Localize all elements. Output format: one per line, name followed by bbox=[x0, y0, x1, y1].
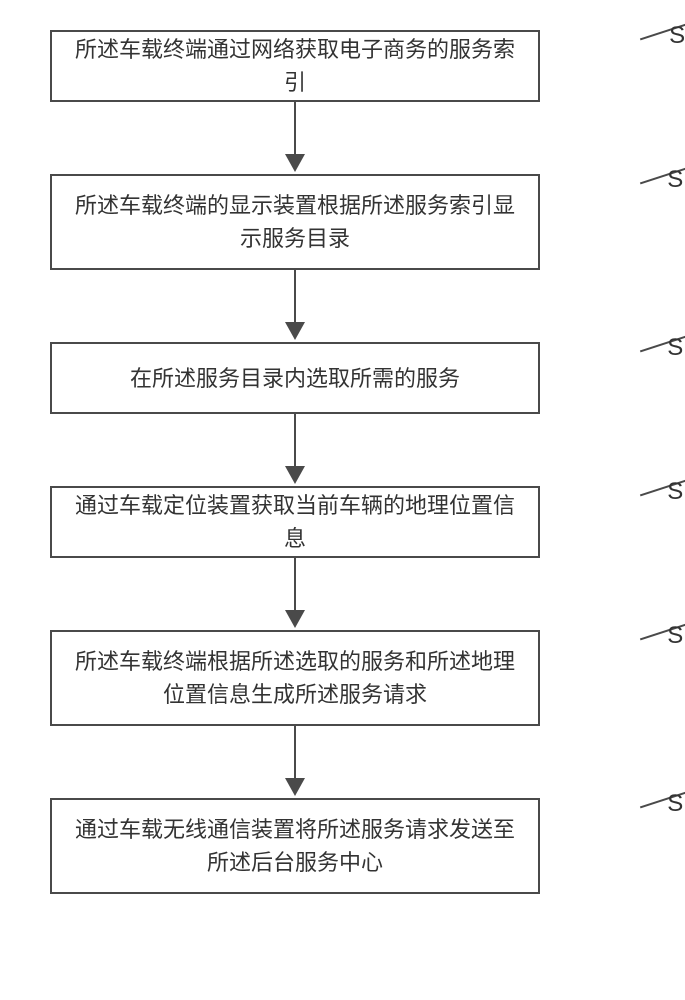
arrow-line bbox=[294, 558, 296, 610]
step-box: 所述车载终端通过网络获取电子商务的服务索引 bbox=[50, 30, 540, 102]
arrow-head-icon bbox=[285, 466, 305, 484]
arrow-line bbox=[294, 270, 296, 322]
arrow bbox=[50, 270, 540, 342]
arrow bbox=[50, 414, 540, 486]
step-box: 通过车载无线通信装置将所述服务请求发送至所述后台服务中心 bbox=[50, 798, 540, 894]
step-label: S13 bbox=[667, 334, 685, 362]
step-box: 在所述服务目录内选取所需的服务 bbox=[50, 342, 540, 414]
arrow-head-icon bbox=[285, 778, 305, 796]
step-s13: S13 在所述服务目录内选取所需的服务 bbox=[50, 342, 650, 414]
arrow-head-icon bbox=[285, 610, 305, 628]
step-s11: S11 所述车载终端通过网络获取电子商务的服务索引 bbox=[50, 30, 650, 102]
arrow-line bbox=[294, 102, 296, 154]
step-label: S16 bbox=[667, 790, 685, 818]
step-text: 所述车载终端通过网络获取电子商务的服务索引 bbox=[72, 33, 518, 99]
arrow bbox=[50, 102, 540, 174]
step-label: S15 bbox=[667, 622, 685, 650]
step-label: S11 bbox=[669, 22, 685, 50]
arrow-head-icon bbox=[285, 154, 305, 172]
arrow-head-icon bbox=[285, 322, 305, 340]
step-s12: S12 所述车载终端的显示装置根据所述服务索引显示服务目录 bbox=[50, 174, 650, 270]
step-s15: S15 所述车载终端根据所述选取的服务和所述地理位置信息生成所述服务请求 bbox=[50, 630, 650, 726]
step-text: 在所述服务目录内选取所需的服务 bbox=[130, 362, 460, 395]
arrow bbox=[50, 726, 540, 798]
step-label: S14 bbox=[667, 478, 685, 506]
step-text: 所述车载终端根据所述选取的服务和所述地理位置信息生成所述服务请求 bbox=[72, 645, 518, 711]
step-text: 所述车载终端的显示装置根据所述服务索引显示服务目录 bbox=[72, 189, 518, 255]
arrow bbox=[50, 558, 540, 630]
step-label: S12 bbox=[667, 166, 685, 194]
arrow-line bbox=[294, 414, 296, 466]
step-box: 通过车载定位装置获取当前车辆的地理位置信息 bbox=[50, 486, 540, 558]
flowchart-container: S11 所述车载终端通过网络获取电子商务的服务索引 S12 所述车载终端的显示装… bbox=[50, 30, 650, 894]
step-text: 通过车载无线通信装置将所述服务请求发送至所述后台服务中心 bbox=[72, 813, 518, 879]
arrow-line bbox=[294, 726, 296, 778]
step-box: 所述车载终端的显示装置根据所述服务索引显示服务目录 bbox=[50, 174, 540, 270]
step-text: 通过车载定位装置获取当前车辆的地理位置信息 bbox=[72, 489, 518, 555]
step-s16: S16 通过车载无线通信装置将所述服务请求发送至所述后台服务中心 bbox=[50, 798, 650, 894]
step-s14: S14 通过车载定位装置获取当前车辆的地理位置信息 bbox=[50, 486, 650, 558]
step-box: 所述车载终端根据所述选取的服务和所述地理位置信息生成所述服务请求 bbox=[50, 630, 540, 726]
